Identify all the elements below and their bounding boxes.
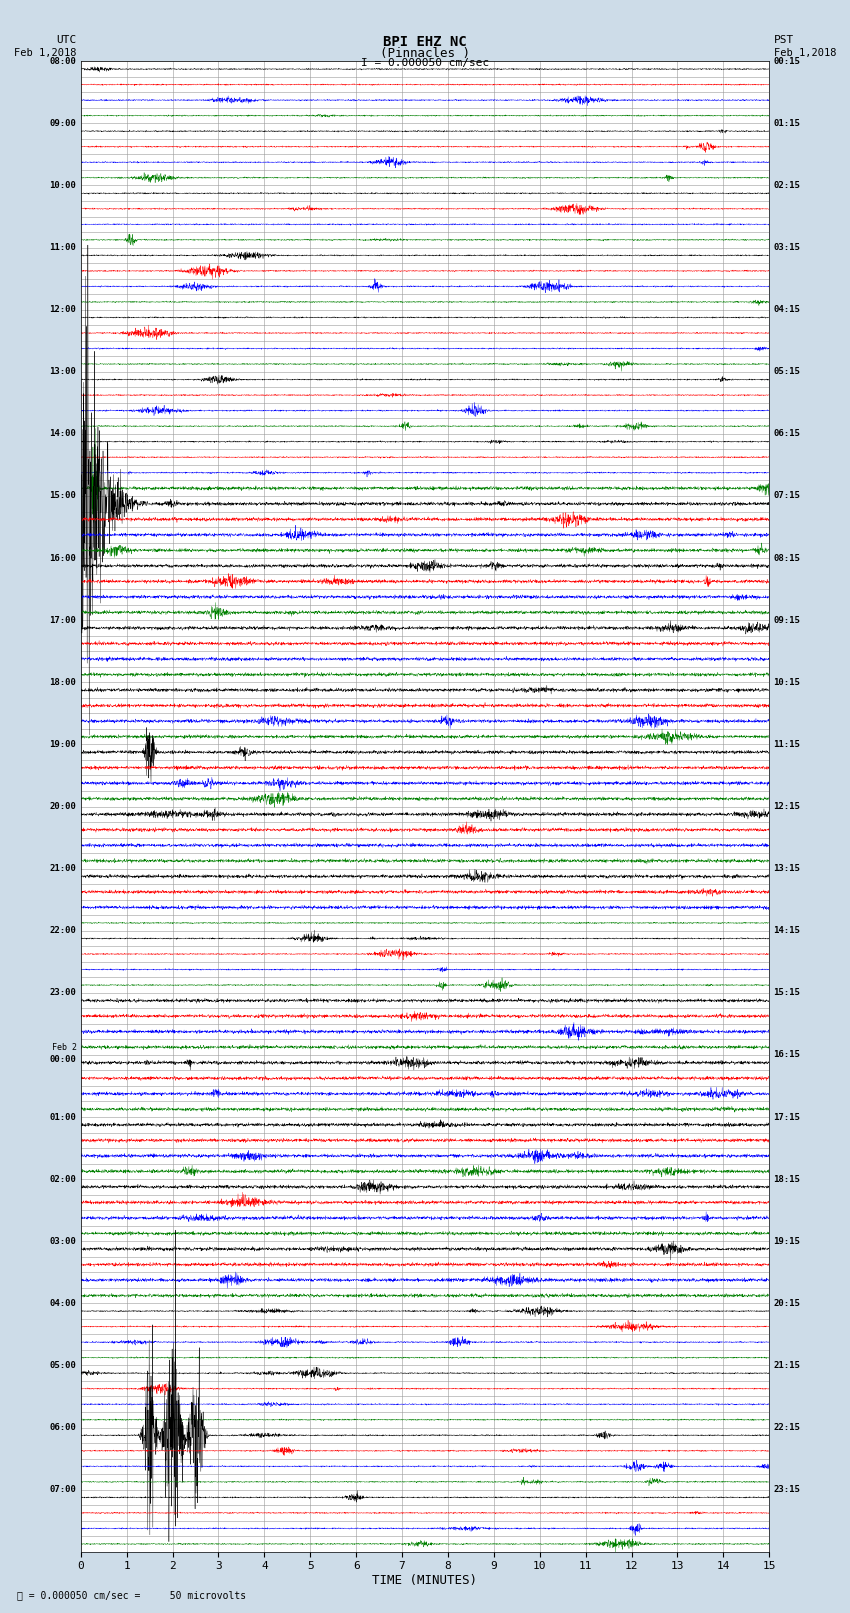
Text: 20:00: 20:00 [49,802,76,811]
Text: 04:15: 04:15 [774,305,801,315]
Text: PST: PST [774,35,794,45]
Text: 11:00: 11:00 [49,244,76,252]
Text: UTC: UTC [56,35,76,45]
Text: 17:00: 17:00 [49,616,76,624]
Text: 06:15: 06:15 [774,429,801,439]
Text: 20:15: 20:15 [774,1298,801,1308]
Text: 10:15: 10:15 [774,677,801,687]
Text: 21:15: 21:15 [774,1361,801,1369]
Text: 19:15: 19:15 [774,1237,801,1245]
Text: 16:15: 16:15 [774,1050,801,1060]
Text: 18:15: 18:15 [774,1174,801,1184]
Text: 13:00: 13:00 [49,368,76,376]
Text: 10:00: 10:00 [49,181,76,190]
Text: (Pinnacles ): (Pinnacles ) [380,47,470,60]
Text: 07:15: 07:15 [774,492,801,500]
Text: 03:15: 03:15 [774,244,801,252]
Text: 04:00: 04:00 [49,1298,76,1308]
X-axis label: TIME (MINUTES): TIME (MINUTES) [372,1574,478,1587]
Text: I = 0.000050 cm/sec: I = 0.000050 cm/sec [361,58,489,68]
Text: ⎓ = 0.000050 cm/sec =     50 microvolts: ⎓ = 0.000050 cm/sec = 50 microvolts [17,1590,246,1600]
Text: 17:15: 17:15 [774,1113,801,1121]
Text: 06:00: 06:00 [49,1423,76,1432]
Text: 08:00: 08:00 [49,56,76,66]
Text: 21:00: 21:00 [49,865,76,873]
Text: 15:15: 15:15 [774,989,801,997]
Text: 00:15: 00:15 [774,56,801,66]
Text: 14:15: 14:15 [774,926,801,936]
Text: 11:15: 11:15 [774,740,801,748]
Text: 16:00: 16:00 [49,553,76,563]
Text: 12:15: 12:15 [774,802,801,811]
Text: Feb 1,2018: Feb 1,2018 [14,48,76,58]
Text: 07:00: 07:00 [49,1486,76,1494]
Text: Feb 1,2018: Feb 1,2018 [774,48,836,58]
Text: 01:15: 01:15 [774,119,801,127]
Text: 09:15: 09:15 [774,616,801,624]
Text: 22:00: 22:00 [49,926,76,936]
Text: 12:00: 12:00 [49,305,76,315]
Text: 02:15: 02:15 [774,181,801,190]
Text: 18:00: 18:00 [49,677,76,687]
Text: Feb 2: Feb 2 [52,1042,76,1052]
Text: 09:00: 09:00 [49,119,76,127]
Text: 23:00: 23:00 [49,989,76,997]
Text: 23:15: 23:15 [774,1486,801,1494]
Text: 05:00: 05:00 [49,1361,76,1369]
Text: 22:15: 22:15 [774,1423,801,1432]
Text: 01:00: 01:00 [49,1113,76,1121]
Text: 08:15: 08:15 [774,553,801,563]
Text: 03:00: 03:00 [49,1237,76,1245]
Text: 15:00: 15:00 [49,492,76,500]
Text: 05:15: 05:15 [774,368,801,376]
Text: BPI EHZ NC: BPI EHZ NC [383,35,467,50]
Text: 14:00: 14:00 [49,429,76,439]
Text: 13:15: 13:15 [774,865,801,873]
Text: 00:00: 00:00 [49,1055,76,1065]
Text: 02:00: 02:00 [49,1174,76,1184]
Text: 19:00: 19:00 [49,740,76,748]
